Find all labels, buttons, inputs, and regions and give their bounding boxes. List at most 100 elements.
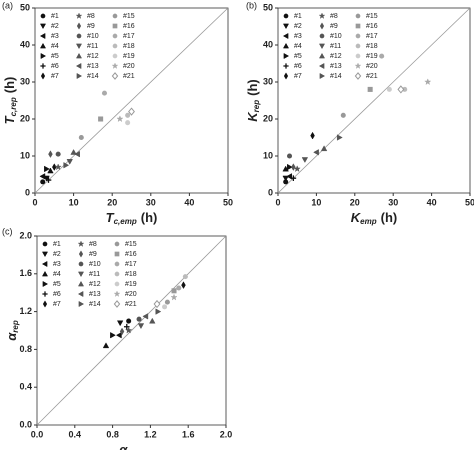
legend-label: #3 xyxy=(53,261,61,268)
x-tick-label: 40 xyxy=(184,197,194,207)
panel-label: (c) xyxy=(2,226,13,236)
legend-label: #15 xyxy=(125,241,137,248)
legend-label: #7 xyxy=(51,73,59,80)
legend-marker xyxy=(77,271,85,278)
data-point xyxy=(171,288,177,294)
legend-marker xyxy=(77,240,85,247)
x-axis-label: Tc,emp (h) xyxy=(106,210,158,226)
y-tick-label: 10 xyxy=(20,150,30,160)
legend-label: #18 xyxy=(123,43,135,50)
data-point xyxy=(149,317,156,324)
legend-marker xyxy=(355,23,361,29)
legend-label: #17 xyxy=(123,33,135,40)
legend-marker xyxy=(75,43,83,50)
data-point xyxy=(336,134,343,141)
legend-marker xyxy=(76,72,83,80)
legend-marker xyxy=(114,281,120,287)
legend-marker xyxy=(42,241,48,247)
data-point xyxy=(290,175,297,181)
x-axis-symbol: T xyxy=(106,210,115,225)
y-tick-label: 50 xyxy=(20,2,30,12)
y-tick-label: 0.4 xyxy=(19,382,32,392)
legend-label: #4 xyxy=(294,43,302,50)
legend-label: #21 xyxy=(125,301,137,308)
data-point xyxy=(155,308,162,315)
y-tick-label: 2.0 xyxy=(19,230,32,240)
y-axis-label: αrep xyxy=(4,320,20,341)
legend-marker xyxy=(112,33,118,39)
legend-label: #14 xyxy=(330,73,342,80)
legend-marker xyxy=(113,290,121,297)
legend-marker xyxy=(75,12,83,19)
data-point xyxy=(137,323,145,330)
y-tick-label: 10 xyxy=(263,150,273,160)
y-tick-label: 40 xyxy=(263,39,273,49)
data-point xyxy=(402,86,408,92)
legend-label: #9 xyxy=(89,251,97,258)
legend-marker xyxy=(354,62,362,69)
legend-label: #1 xyxy=(53,241,61,248)
data-point xyxy=(182,274,188,280)
x-tick-label: 0.8 xyxy=(106,429,119,439)
legend-label: #20 xyxy=(366,63,378,70)
y-axis-label: Krep (h) xyxy=(245,79,261,121)
data-point xyxy=(386,86,392,92)
data-point xyxy=(287,163,293,171)
data-point xyxy=(142,313,149,320)
data-point xyxy=(379,53,385,59)
data-point xyxy=(397,85,405,94)
legend-label: #16 xyxy=(366,23,378,30)
legend-label: #8 xyxy=(330,13,338,20)
legend-label: #14 xyxy=(89,301,101,308)
legend-marker xyxy=(112,23,118,29)
data-point xyxy=(116,320,124,327)
data-point xyxy=(313,149,319,156)
data-point xyxy=(102,342,110,349)
data-point xyxy=(367,86,373,92)
legend-label: #1 xyxy=(294,13,302,20)
legend-label: #3 xyxy=(51,33,59,40)
data-point xyxy=(170,293,178,301)
data-point xyxy=(310,131,315,140)
data-point xyxy=(162,304,168,310)
y-axis-subscript: rep xyxy=(252,100,261,113)
legend-marker xyxy=(319,33,325,39)
data-point xyxy=(39,173,46,180)
legend-label: #11 xyxy=(87,43,98,50)
legend-label: #17 xyxy=(125,261,137,268)
legend-label: #2 xyxy=(53,251,61,258)
x-tick-label: 0.0 xyxy=(31,429,44,439)
legend-label: #15 xyxy=(123,13,135,20)
data-point xyxy=(125,120,131,126)
x-tick-label: 30 xyxy=(146,197,156,207)
data-point xyxy=(47,167,54,174)
legend-marker xyxy=(113,300,121,308)
legend-marker xyxy=(319,72,326,80)
legend-marker xyxy=(355,53,361,59)
data-point xyxy=(74,150,80,158)
x-tick-label: 0.4 xyxy=(69,429,82,439)
legend-marker xyxy=(77,280,85,287)
y-tick-label: 30 xyxy=(20,76,30,86)
legend-label: #15 xyxy=(366,13,378,20)
legend-marker xyxy=(78,261,84,267)
panel-label: (a) xyxy=(2,0,13,10)
legend-label: #6 xyxy=(294,63,302,70)
legend-label: #17 xyxy=(366,33,378,40)
data-point xyxy=(119,327,125,336)
legend-label: #9 xyxy=(330,23,338,30)
legend-marker xyxy=(114,241,120,247)
data-point xyxy=(101,90,108,96)
legend-label: #20 xyxy=(123,63,135,70)
legend-label: #12 xyxy=(330,53,342,60)
legend-marker xyxy=(75,52,83,59)
legend-marker xyxy=(283,63,289,69)
y-tick-label: 40 xyxy=(20,39,30,49)
x-tick-label: 10 xyxy=(69,197,79,207)
plot-frame xyxy=(277,7,471,194)
data-point xyxy=(123,323,130,330)
legend-label: #5 xyxy=(294,53,302,60)
data-point xyxy=(78,134,84,141)
data-point xyxy=(115,332,122,339)
y-tick-label: 1.6 xyxy=(19,268,32,278)
